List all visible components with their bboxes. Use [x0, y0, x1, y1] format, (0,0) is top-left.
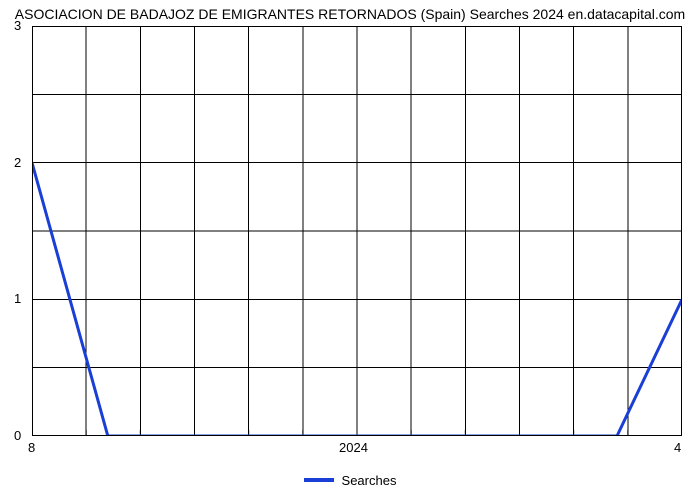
gridlines — [32, 26, 682, 436]
legend: Searches — [0, 470, 700, 488]
legend-label: Searches — [342, 473, 397, 488]
x-label-center: 2024 — [339, 440, 368, 455]
y-tick-label-0: 0 — [14, 428, 21, 443]
y-tick-label-1: 1 — [14, 291, 21, 306]
chart-title: ASOCIACION DE BADAJOZ DE EMIGRANTES RETO… — [0, 6, 700, 22]
x-label-right: 4 — [674, 440, 681, 455]
line-chart-plot — [32, 26, 682, 436]
y-tick-label-2: 2 — [14, 155, 21, 170]
legend-swatch-icon — [304, 478, 334, 482]
x-label-left: 8 — [28, 440, 35, 455]
y-tick-label-3: 3 — [14, 18, 21, 33]
